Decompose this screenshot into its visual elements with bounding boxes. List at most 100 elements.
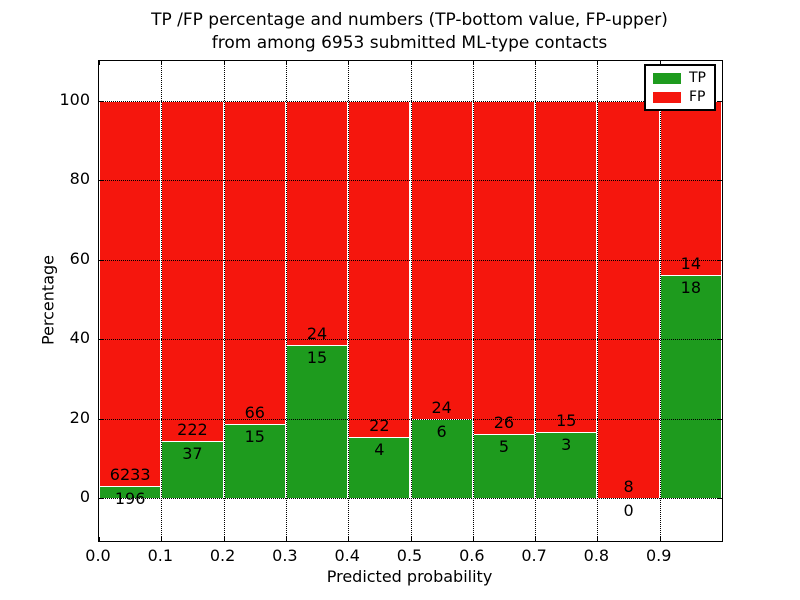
- bar-segment-fp: [223, 100, 286, 425]
- chart-title-line-2: from among 6953 submitted ML-type contac…: [211, 33, 608, 53]
- bar-tp-count-label: 18: [680, 277, 702, 297]
- bar-segment-tp: [659, 274, 722, 499]
- y-tick-label: 80: [69, 169, 90, 189]
- x-tick-label: 0.5: [396, 546, 423, 565]
- y-tick-mark: [99, 180, 103, 182]
- x-tick-mark: [659, 61, 661, 65]
- x-tick-label: 0.3: [272, 546, 298, 565]
- y-tick-label: 100: [59, 89, 90, 109]
- bar-segment-tp: [285, 345, 349, 499]
- bar-fp-count-label: 22: [369, 415, 390, 435]
- y-tick-mark: [99, 339, 103, 341]
- bar-segment-fp: [161, 100, 224, 442]
- legend-label-fp: FP: [689, 89, 706, 105]
- x-tick-mark: [99, 61, 100, 65]
- x-tick-mark: [659, 537, 661, 541]
- y-tick-label: 0: [79, 487, 90, 507]
- bar-segment-tp: [223, 424, 286, 499]
- bar-tp-count-label: 6: [436, 421, 447, 441]
- y-tick-mark: [718, 259, 722, 261]
- x-tick-mark: [285, 61, 287, 65]
- legend-entry-fp: FP: [653, 89, 706, 105]
- bar-tp-count-label: 15: [244, 427, 265, 447]
- bar-segment-fp: [535, 100, 598, 432]
- bar-segment-tp: [161, 441, 224, 499]
- bar-segment-fp: [597, 100, 660, 499]
- bar-fp-count-label: 15: [556, 410, 577, 430]
- bar-segment-fp: [659, 100, 722, 275]
- bar-segment-tp: [99, 485, 162, 499]
- bar-tp-count-label: 0: [623, 501, 634, 521]
- y-tick-mark: [99, 100, 103, 102]
- y-tick-label: 20: [69, 407, 90, 427]
- bar-segment-fp: [99, 100, 162, 486]
- v-gridline: [223, 61, 225, 541]
- v-gridline: [597, 61, 599, 541]
- v-gridline: [348, 61, 350, 541]
- x-tick-label: 0.2: [209, 546, 236, 565]
- x-tick-label: 0.4: [334, 546, 360, 565]
- x-axis-label: Predicted probability: [326, 567, 493, 586]
- bar-segment-tp: [348, 436, 411, 499]
- v-gridline: [535, 61, 537, 541]
- chart-title-line-1: TP /FP percentage and numbers (TP-bottom…: [151, 10, 668, 30]
- bar-segment-fp: [348, 100, 411, 437]
- y-tick-label: 40: [69, 328, 90, 348]
- v-gridline: [285, 61, 287, 541]
- x-tick-mark: [348, 537, 350, 541]
- x-tick-mark: [285, 537, 287, 541]
- x-tick-mark: [223, 61, 225, 65]
- bar-tp-count-label: 15: [306, 348, 328, 368]
- x-tick-label: 0.6: [459, 546, 485, 565]
- bar-tp-count-label: 3: [561, 434, 572, 454]
- x-tick-mark: [223, 537, 225, 541]
- x-tick-mark: [535, 537, 537, 541]
- bar-segment-fp: [285, 100, 349, 346]
- y-tick-mark: [718, 100, 722, 102]
- bar-fp-count-label: 24: [306, 324, 328, 344]
- legend-swatch-tp-icon: [653, 72, 681, 84]
- x-tick-mark: [597, 537, 599, 541]
- y-tick-mark: [718, 339, 722, 341]
- bar-tp-count-label: 5: [498, 436, 510, 456]
- x-tick-mark: [348, 61, 350, 65]
- bar-tp-count-label: 4: [374, 439, 385, 459]
- x-tick-label: 0.0: [85, 546, 111, 565]
- bar-fp-count-label: 222: [177, 420, 208, 440]
- legend: TP FP: [644, 64, 716, 111]
- bar-fp-count-label: 24: [431, 397, 452, 417]
- plot-area: TP FP 6233 196 222 37 66 15 24 15 22 4 24 6 26 5 15 3 8 0…: [98, 60, 723, 542]
- bar-fp-count-label: 14: [680, 253, 702, 273]
- v-gridline: [659, 61, 661, 541]
- x-tick-mark: [161, 61, 163, 65]
- legend-swatch-fp-icon: [653, 91, 681, 103]
- y-tick-mark: [718, 180, 722, 182]
- y-tick-mark: [718, 498, 722, 500]
- v-gridline: [410, 61, 412, 541]
- bar-fp-count-label: 66: [244, 403, 265, 423]
- x-tick-label: 0.7: [521, 546, 547, 565]
- x-tick-label: 0.1: [147, 546, 174, 565]
- x-tick-mark: [410, 537, 412, 541]
- x-tick-mark: [472, 61, 474, 65]
- legend-label-tp: TP: [689, 70, 706, 86]
- bar-tp-count-label: 37: [182, 444, 203, 464]
- x-tick-mark: [161, 537, 163, 541]
- bar-segment-tp: [410, 418, 473, 499]
- bar-fp-count-label: 6233: [109, 464, 151, 484]
- x-tick-mark: [472, 537, 474, 541]
- bar-fp-count-label: 8: [623, 477, 634, 497]
- y-tick-mark: [99, 498, 103, 500]
- y-tick-mark: [718, 418, 722, 420]
- bar-segment-fp: [472, 100, 536, 434]
- x-tick-label: 0.8: [583, 546, 610, 565]
- bar-tp-count-label: 196: [114, 488, 146, 508]
- y-tick-label: 60: [69, 248, 90, 268]
- v-gridline: [161, 61, 163, 541]
- x-tick-mark: [99, 537, 100, 541]
- x-tick-mark: [597, 61, 599, 65]
- y-tick-mark: [99, 418, 103, 420]
- x-tick-label: 0.9: [645, 546, 672, 565]
- bar-segment-tp: [472, 433, 536, 499]
